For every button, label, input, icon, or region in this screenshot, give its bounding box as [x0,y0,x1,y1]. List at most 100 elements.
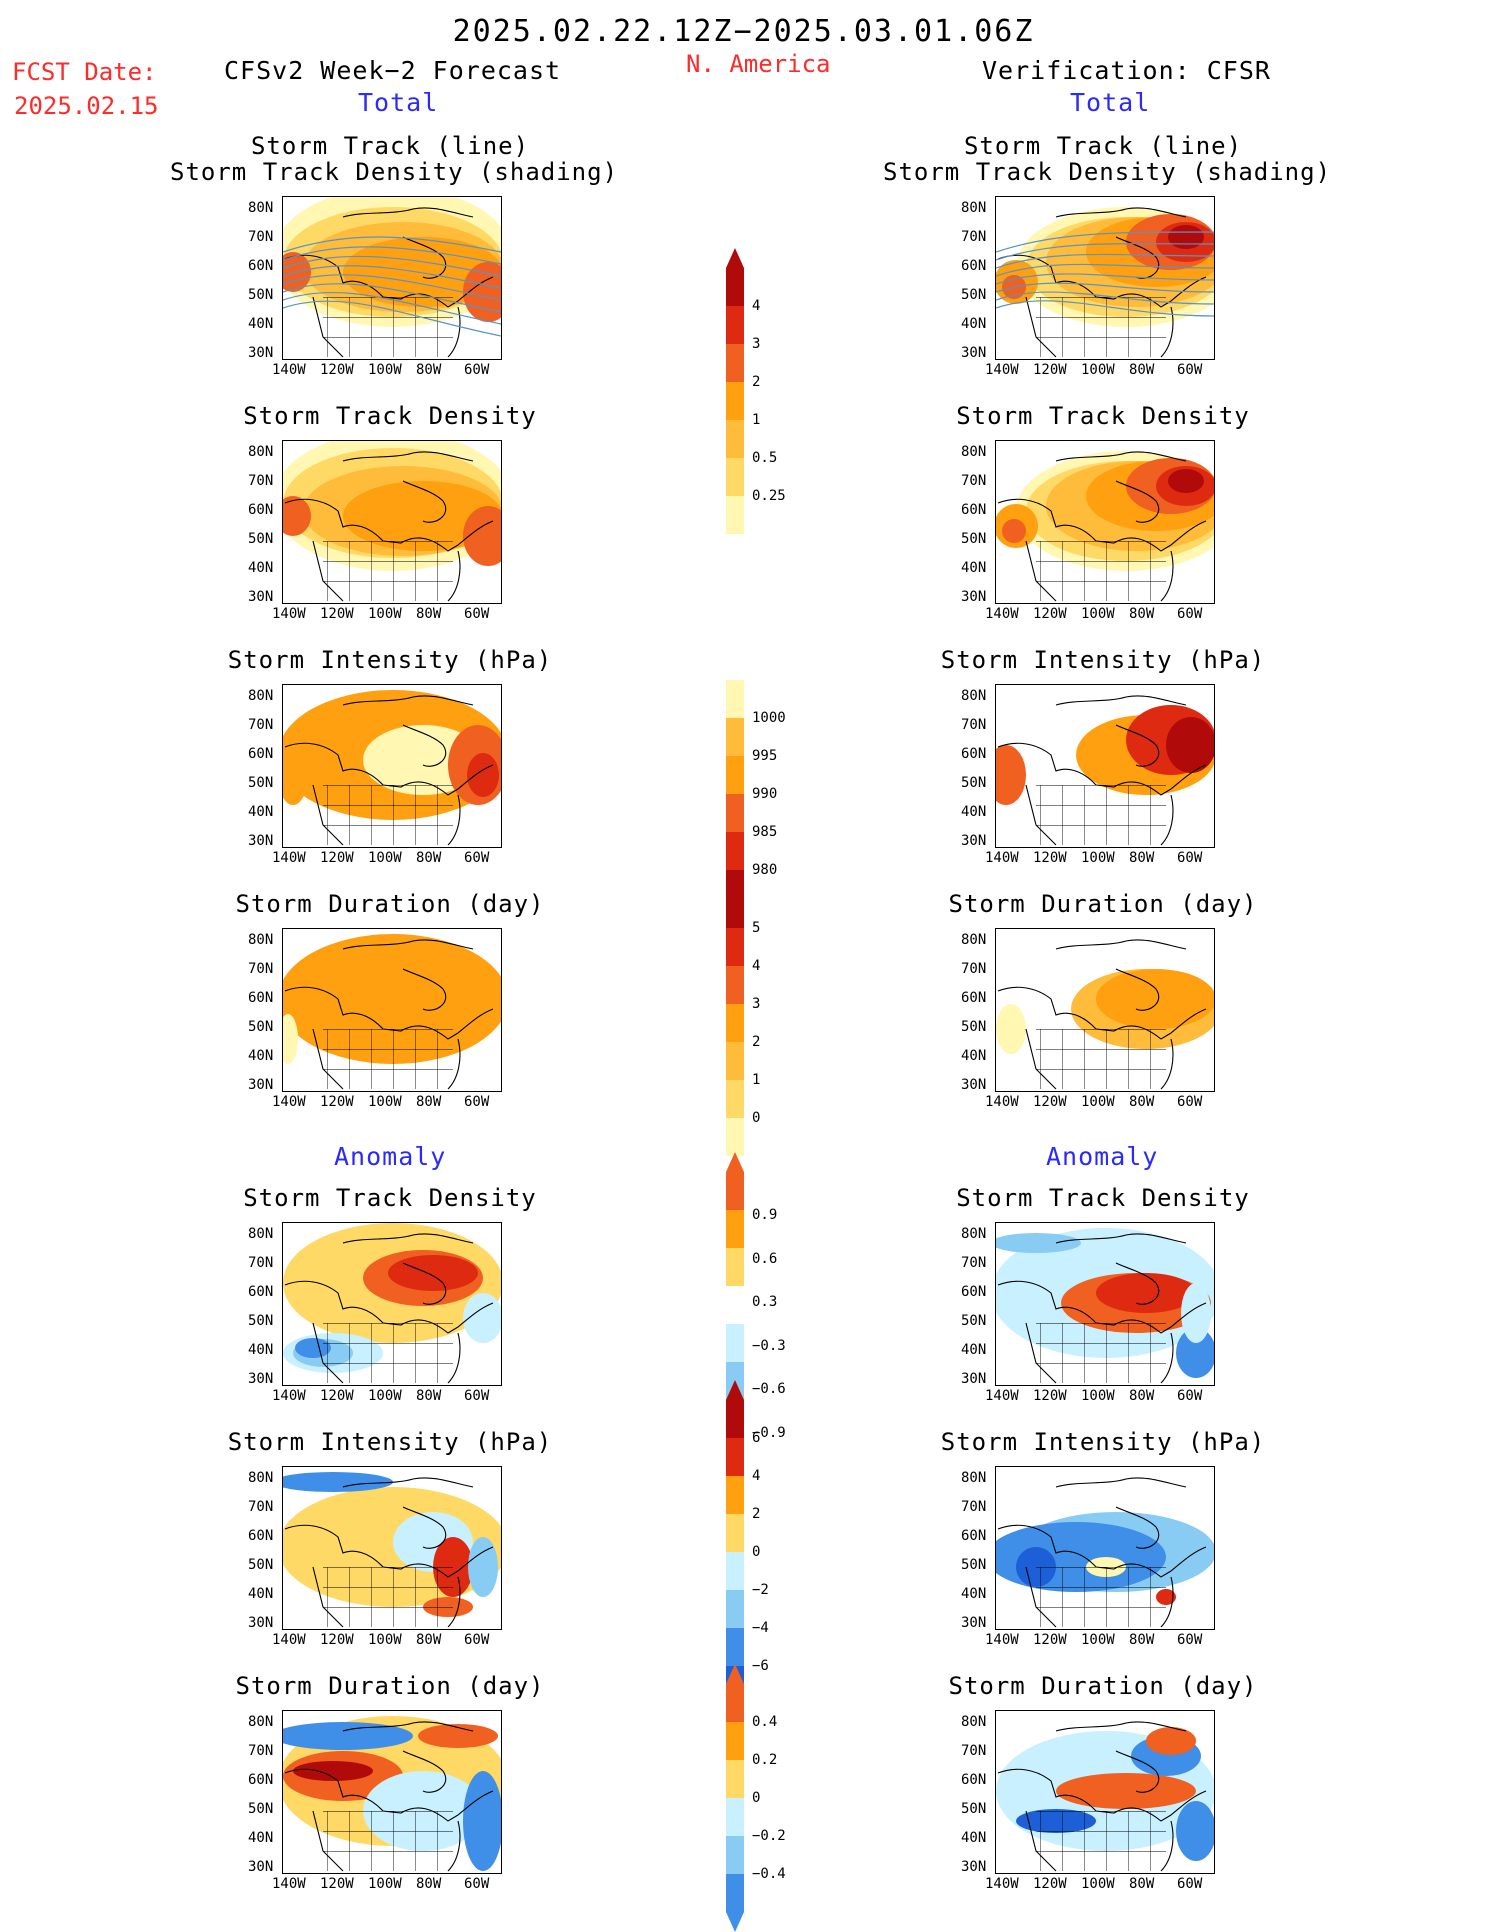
lat-tick-label: 80N [961,932,987,948]
shading-region [295,1338,331,1358]
shading-region [1176,1328,1214,1378]
lon-tick-label: 60W [464,362,490,378]
colorbar-segment [726,1286,744,1324]
lon-tick-label: 60W [1177,1388,1203,1404]
total-label-right: Total [1070,88,1151,117]
colorbar-tick-label: 0.4 [752,1714,778,1730]
lon-tick-label: 100W [368,1388,402,1404]
lat-tick-label: 40N [248,1830,274,1846]
colorbar-tick-label: −0.3 [752,1337,786,1354]
lon-tick-label: 120W [320,1632,354,1648]
colorbar-tick-label: 0.25 [752,488,786,504]
colorbar-segment [726,1042,744,1080]
lat-tick-label: 30N [248,833,274,849]
colorbar-tick-label: 0 [752,1110,761,1126]
panel-title: Storm Track (line) [963,132,1243,160]
lat-tick-label: 60N [248,1284,274,1300]
lon-tick-label: 140W [985,1876,1019,1892]
region-title: N. America [686,50,831,78]
lon-tick-label: 120W [320,606,354,622]
shading-region [996,745,1026,805]
shading-region [467,753,499,797]
lon-tick-label: 80W [1129,1632,1155,1648]
lon-tick-label: 80W [1129,606,1155,622]
colorbar-tick-label: 0.3 [752,1294,778,1311]
lat-tick-label: 50N [248,1019,274,1035]
shading-region [468,1537,498,1597]
lat-tick-label: 70N [961,1743,987,1759]
colorbar-tick-label: 980 [752,862,778,878]
us-state-grid [1036,785,1166,845]
shading-region [996,1004,1026,1054]
storm-track-line [996,300,1214,317]
storm-track-line [283,300,501,337]
us-state-grid [1036,541,1166,601]
us-state-grid [323,541,453,601]
storm-track-line [283,291,501,325]
lon-tick-label: 100W [1081,362,1115,378]
lon-tick-label: 80W [1129,362,1155,378]
colorbar-tick-label: −0.2 [752,1828,786,1844]
anomaly-label-left: Anomaly [334,1142,447,1171]
colorbar-segment [726,832,744,870]
shading-region [1096,1273,1196,1313]
colorbar-tick-label: −0.6 [752,1381,786,1398]
colorbar-tick-label: −0.9 [752,1424,786,1441]
shading-region [463,506,501,566]
colorbar-segment [726,344,744,382]
colorbar-tip-bottom [726,1912,744,1932]
colorbar-tick-label: 0.2 [752,1752,778,1768]
lon-tick-label: 120W [1033,1876,1067,1892]
lon-tick-label: 80W [1129,850,1155,866]
colorbar-segment [726,458,744,496]
lat-tick-label: 70N [248,473,274,489]
lat-tick-label: 70N [248,717,274,733]
colorbar-segment [726,928,744,966]
lon-tick-label: 80W [1129,1876,1155,1892]
shading-region [418,1724,498,1748]
lon-tick-label: 100W [368,362,402,378]
lon-tick-label: 80W [416,1876,442,1892]
lon-tick-label: 140W [985,606,1019,622]
shading-region [1168,469,1204,493]
lon-tick-label: 120W [1033,1388,1067,1404]
lat-tick-label: 30N [961,345,987,361]
colorbar-segment [726,1004,744,1042]
lat-tick-label: 40N [248,1342,274,1358]
panel-title: Storm Intensity (hPa) [227,1428,553,1456]
shading-region [1176,1801,1214,1861]
colorbar-segment [726,1400,744,1438]
colorbar-segment [726,1628,744,1666]
lon-tick-label: 100W [1081,1632,1115,1648]
lon-tick-label: 120W [320,1388,354,1404]
colorbar-segment [726,1438,744,1476]
lat-tick-label: 70N [961,1499,987,1515]
lat-tick-label: 30N [961,1077,987,1093]
map-duration-cfsr [995,928,1215,1092]
us-state-grid [323,1323,453,1383]
map-track-cfsr [995,196,1215,360]
lat-tick-label: 40N [961,316,987,332]
lon-tick-label: 120W [1033,1632,1067,1648]
map-a_duration-cfsv2 [282,1710,502,1874]
lat-tick-label: 40N [248,1586,274,1602]
lat-tick-label: 50N [248,531,274,547]
colorbar-duration-anom [726,1664,744,1932]
storm-track-line [283,255,501,277]
colorbar-tick-label: 0 [752,1544,761,1560]
lon-tick-label: 120W [320,362,354,378]
lat-tick-label: 50N [961,775,987,791]
lat-tick-label: 60N [961,258,987,274]
lat-tick-label: 30N [248,345,274,361]
panel-title: Storm Track Density [956,1184,1250,1212]
colorbar-tick-label: 1000 [752,710,786,726]
colorbar-tick-label: 4 [752,958,761,974]
lat-tick-label: 40N [248,1048,274,1064]
shading-region [1096,969,1214,1029]
anomaly-label-right: Anomaly [1046,1142,1159,1171]
colorbar-tick-label: 3 [752,336,761,352]
lat-tick-label: 60N [961,746,987,762]
colorbar-segment [726,1552,744,1590]
lat-tick-label: 80N [961,200,987,216]
lon-tick-label: 60W [464,1876,490,1892]
